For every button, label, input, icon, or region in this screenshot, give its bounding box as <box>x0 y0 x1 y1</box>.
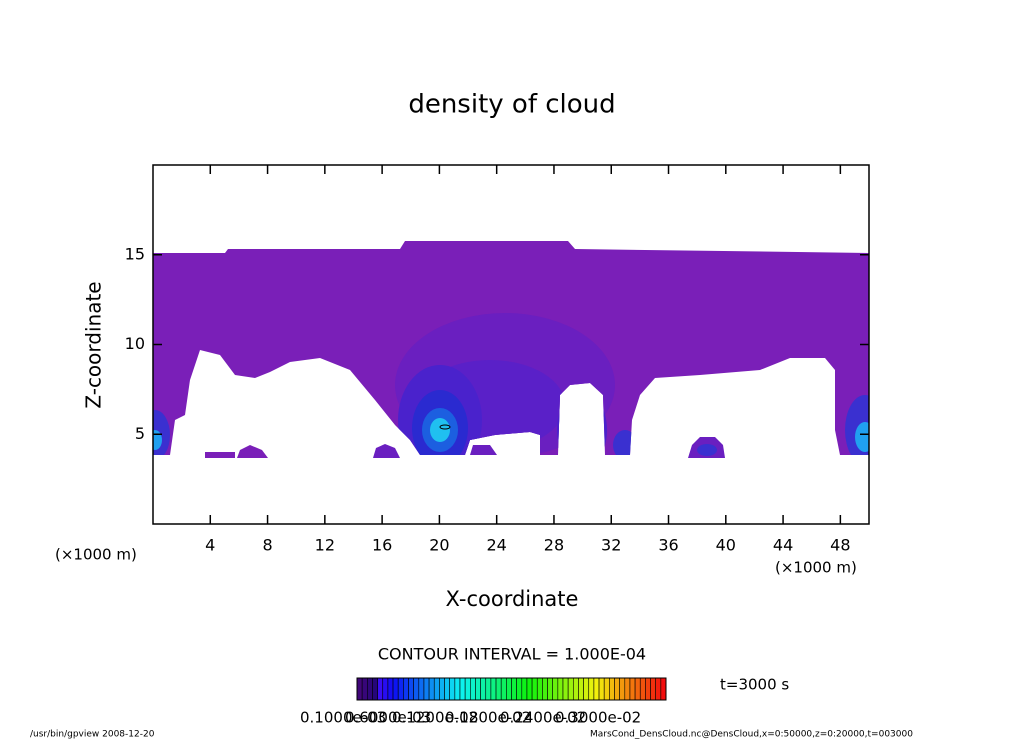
colorbar-stripe <box>614 677 620 701</box>
colorbar-stripe <box>506 677 512 701</box>
chart-title: density of cloud <box>408 90 615 120</box>
x-tick-label: 32 <box>601 536 621 555</box>
x-axis-label: X-coordinate <box>446 587 579 611</box>
colorbar: 0.1000e-030.6000e-030.1200e-020.1800e-02… <box>300 677 667 727</box>
colorbar-stripe <box>511 677 517 701</box>
colorbar-stripe <box>547 677 553 701</box>
colorbar-stripe <box>578 677 584 701</box>
x-unit-label: (×1000 m) <box>775 559 857 577</box>
colorbar-stripe <box>485 677 492 701</box>
colorbar-stripe <box>603 677 610 701</box>
x-tick-label: 16 <box>372 536 392 555</box>
colorbar-stripe <box>366 677 373 701</box>
x-tick-label: 8 <box>262 536 272 555</box>
colorbar-stripe <box>423 677 430 701</box>
footer-left: /usr/bin/gpview 2008-12-20 <box>30 730 155 740</box>
x-tick-label: 12 <box>315 536 335 555</box>
y-tick-label: 5 <box>135 424 145 443</box>
colorbar-stripe <box>624 677 631 701</box>
colorbar-stripe <box>372 677 378 701</box>
colorbar-stripe <box>516 677 523 701</box>
x-tick-label: 24 <box>487 536 507 555</box>
colorbar-stripe <box>475 677 481 701</box>
colorbar-stripe <box>639 677 646 701</box>
colorbar-stripe <box>521 677 528 701</box>
colorbar-label: 0.6000e-03 <box>345 709 431 727</box>
colorbar-stripe <box>392 677 399 701</box>
colorbar-stripe <box>377 677 384 701</box>
colorbar-label: 0.2400e-02 <box>500 709 586 727</box>
colorbar-stripe <box>655 677 662 701</box>
contour-interval: CONTOUR INTERVAL = 1.000E-04 <box>378 645 646 664</box>
colorbar-label: 0.1000e-03 <box>300 709 386 727</box>
colorbar-label: 0.1800e-02 <box>445 709 531 727</box>
colorbar-stripe <box>542 677 548 701</box>
x-unit-label: (×1000 m) <box>55 546 137 564</box>
colorbar-stripe <box>464 677 471 701</box>
colorbar-stripe <box>387 677 394 701</box>
colorbar-stripe <box>444 677 450 701</box>
colorbar-stripe <box>413 677 420 701</box>
colorbar-stripe <box>609 677 615 701</box>
colorbar-stripe <box>469 677 476 701</box>
colorbar-stripe <box>588 677 595 701</box>
cloud-field <box>153 241 869 458</box>
colorbar-stripe <box>361 677 368 701</box>
y-tick-label: 15 <box>125 244 145 263</box>
colorbar-stripe <box>531 677 538 701</box>
x-tick-label: 20 <box>429 536 449 555</box>
time-label: t=3000 s <box>720 676 789 694</box>
y-axis-label: Z-coordinate <box>82 281 106 408</box>
colorbar-stripe <box>433 677 440 701</box>
x-tick-label: 36 <box>658 536 678 555</box>
colorbar-stripe <box>439 677 445 701</box>
colorbar-stripe <box>454 677 461 701</box>
colorbar-stripe <box>552 677 559 701</box>
colorbar-stripe <box>572 677 579 701</box>
colorbar-stripe <box>583 677 590 701</box>
colorbar-stripe <box>536 677 543 701</box>
colorbar-stripe <box>650 677 656 701</box>
x-tick-label: 48 <box>830 536 850 555</box>
colorbar-stripe <box>526 677 533 701</box>
colorbar-stripe <box>593 677 600 701</box>
colorbar-stripe <box>557 677 564 701</box>
colorbar-stripe <box>598 677 605 701</box>
colorbar-stripe <box>495 677 502 701</box>
colorbar-stripe <box>459 677 466 701</box>
colorbar-label: 0.3000e-02 <box>555 709 641 727</box>
x-tick-label: 28 <box>544 536 564 555</box>
colorbar-stripe <box>629 677 636 701</box>
colorbar-stripe <box>356 677 363 701</box>
x-tick-label: 44 <box>773 536 793 555</box>
colorbar-stripe <box>408 677 414 701</box>
colorbar-stripe <box>645 677 651 701</box>
colorbar-stripe <box>397 677 404 701</box>
colorbar-stripe <box>480 677 487 701</box>
x-tick-label: 4 <box>205 536 215 555</box>
footer-right: MarsCond_DensCloud.nc@DensCloud,x=0:5000… <box>590 730 913 740</box>
colorbar-stripe <box>660 677 667 701</box>
colorbar-stripe <box>567 677 574 701</box>
colorbar-stripe <box>382 677 389 701</box>
y-tick-label: 10 <box>125 334 145 353</box>
colorbar-stripe <box>403 677 409 701</box>
x-tick-label: 40 <box>716 536 736 555</box>
colorbar-stripe <box>490 677 497 701</box>
colorbar-stripe <box>619 677 626 701</box>
colorbar-stripe <box>562 677 569 701</box>
colorbar-label: 0.1200e-02 <box>392 709 478 727</box>
colorbar-stripe <box>428 677 435 701</box>
colorbar-stripe <box>634 677 641 701</box>
colorbar-stripe <box>418 677 425 701</box>
colorbar-stripe <box>449 677 456 701</box>
colorbar-frame <box>356 677 667 701</box>
colorbar-stripe <box>500 677 507 701</box>
